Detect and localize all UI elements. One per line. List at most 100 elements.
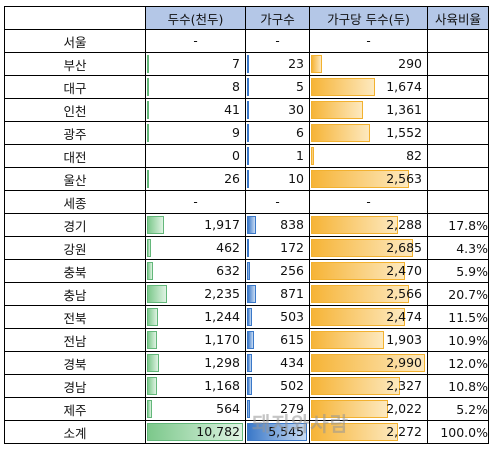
per-household-bar <box>311 101 363 119</box>
per-household-cell: - <box>309 29 428 53</box>
households-cell: 502 <box>245 374 310 398</box>
heads-value: 2,235 <box>204 286 240 301</box>
header-heads: 두수(천두) <box>145 6 246 30</box>
region-cell: 대구 <box>4 75 146 99</box>
table-row: 대구 8 5 1,674 <box>4 75 489 99</box>
households-bar <box>247 216 257 234</box>
households-bar <box>247 354 252 372</box>
households-cell: 615 <box>245 328 310 352</box>
per-household-value: 2,685 <box>386 240 422 255</box>
heads-value: 1,298 <box>204 355 240 370</box>
households-value: 503 <box>280 309 304 324</box>
per-household-value: 2,563 <box>386 171 422 186</box>
ratio-cell: 10.9% <box>427 328 489 352</box>
per-household-bar <box>311 55 323 73</box>
households-cell: 256 <box>245 259 310 283</box>
ratio-cell <box>427 29 489 53</box>
table-row: 세종 - - - <box>4 190 489 214</box>
households-value: 615 <box>280 332 304 347</box>
households-bar <box>247 400 251 418</box>
ratio-cell: 12.0% <box>427 351 489 375</box>
per-household-value: 2,566 <box>386 286 422 301</box>
table-row: 울산 26 10 2,563 <box>4 167 489 191</box>
households-cell: 434 <box>245 351 310 375</box>
heads-cell: 632 <box>145 259 246 283</box>
households-bar <box>247 423 307 441</box>
households-bar <box>247 285 257 303</box>
header-per-household: 가구당 두수(두) <box>309 6 428 30</box>
region-cell: 충북 <box>4 259 146 283</box>
households-cell: 1 <box>245 144 310 168</box>
households-bar <box>247 170 249 188</box>
households-bar <box>247 262 250 280</box>
heads-bar <box>147 55 149 73</box>
per-household-value: 290 <box>398 56 422 71</box>
households-cell: 503 <box>245 305 310 329</box>
per-household-cell: 2,272 <box>309 420 428 444</box>
heads-bar <box>147 377 158 395</box>
heads-cell: 26 <box>145 167 246 191</box>
heads-bar <box>147 423 243 441</box>
households-value: 871 <box>280 286 304 301</box>
table-row: 인천 41 30 1,361 <box>4 98 489 122</box>
region-cell: 인천 <box>4 98 146 122</box>
per-household-bar <box>311 377 400 395</box>
table-row: 충북 632 256 2,470 5.9% <box>4 259 489 283</box>
heads-cell: 9 <box>145 121 246 145</box>
per-household-value: 2,272 <box>386 424 422 439</box>
households-bar <box>247 308 253 326</box>
per-household-value: 2,327 <box>386 378 422 393</box>
heads-value: 10,782 <box>196 424 240 439</box>
households-bar <box>247 78 249 96</box>
households-cell: 838 <box>245 213 310 237</box>
households-bar <box>247 101 249 119</box>
heads-value: 8 <box>232 79 240 94</box>
region-cell: 소계 <box>4 420 146 444</box>
heads-bar <box>147 308 159 326</box>
households-value: 279 <box>280 401 304 416</box>
ratio-cell <box>427 190 489 214</box>
per-household-value: 2,022 <box>386 401 422 416</box>
heads-value: 26 <box>224 171 240 186</box>
ratio-cell: 20.7% <box>427 282 489 306</box>
per-household-cell: 1,361 <box>309 98 428 122</box>
region-cell: 광주 <box>4 121 146 145</box>
region-cell: 서울 <box>4 29 146 53</box>
ratio-cell <box>427 75 489 99</box>
heads-cell: 41 <box>145 98 246 122</box>
per-household-cell: 1,903 <box>309 328 428 352</box>
heads-value: 1,170 <box>204 332 240 347</box>
ratio-cell: 5.2% <box>427 397 489 421</box>
heads-bar <box>147 170 149 188</box>
heads-bar <box>147 124 149 142</box>
heads-bar <box>147 101 149 119</box>
heads-value: 7 <box>232 56 240 71</box>
heads-bar <box>147 262 153 280</box>
households-value: 5 <box>296 79 304 94</box>
table-row: 부산 7 23 290 <box>4 52 489 76</box>
heads-cell: 1,244 <box>145 305 246 329</box>
heads-cell: 1,298 <box>145 351 246 375</box>
per-household-cell: - <box>309 190 428 214</box>
per-household-bar <box>311 170 409 188</box>
per-household-cell: 2,474 <box>309 305 428 329</box>
heads-value: 1,917 <box>204 217 240 232</box>
table-row: 전남 1,170 615 1,903 10.9% <box>4 328 489 352</box>
ratio-cell: 10.8% <box>427 374 489 398</box>
per-household-value: 1,674 <box>386 79 422 94</box>
region-cell: 전남 <box>4 328 146 352</box>
households-value: 1 <box>296 148 304 163</box>
heads-cell: 564 <box>145 397 246 421</box>
per-household-bar <box>311 423 398 441</box>
per-household-bar <box>311 239 414 257</box>
per-household-value: 2,474 <box>386 309 422 324</box>
heads-bar <box>147 78 149 96</box>
households-value: 838 <box>280 217 304 232</box>
per-household-bar <box>311 147 315 165</box>
heads-bar <box>147 285 167 303</box>
heads-value: 632 <box>216 263 240 278</box>
households-cell: 10 <box>245 167 310 191</box>
per-household-cell: 2,563 <box>309 167 428 191</box>
per-household-value: 1,552 <box>386 125 422 140</box>
households-cell: 23 <box>245 52 310 76</box>
